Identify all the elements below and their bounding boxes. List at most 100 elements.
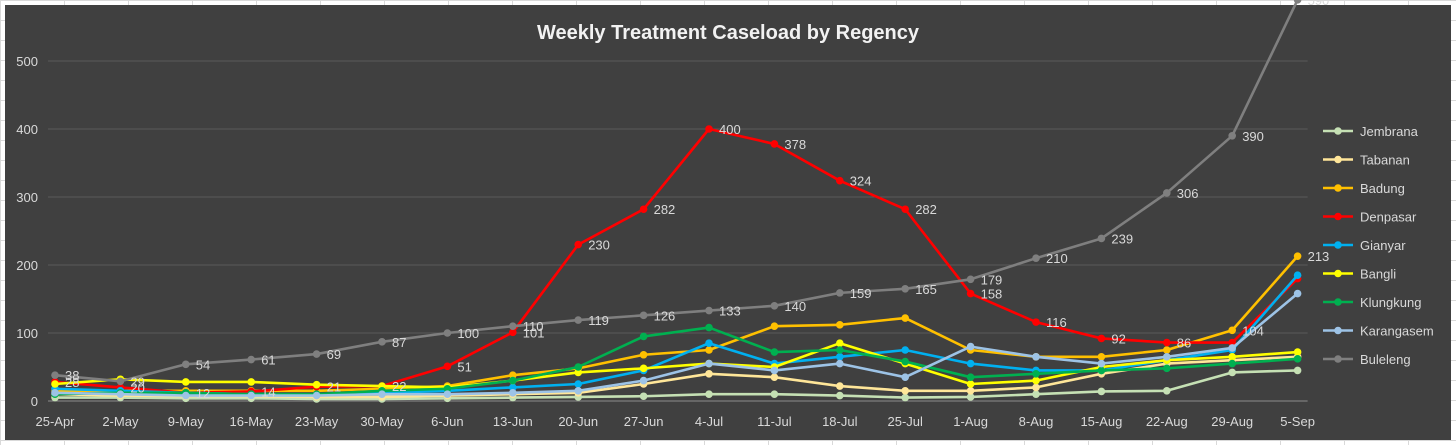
data-point[interactable] bbox=[966, 387, 975, 395]
data-point[interactable] bbox=[1163, 387, 1171, 395]
data-point[interactable] bbox=[770, 390, 779, 399]
data-point[interactable] bbox=[1097, 387, 1106, 396]
legend-item-badung[interactable]: Badung bbox=[1323, 181, 1405, 196]
data-point[interactable] bbox=[1293, 271, 1302, 280]
data-point[interactable] bbox=[901, 285, 909, 293]
data-point[interactable] bbox=[1163, 189, 1171, 197]
data-point[interactable] bbox=[966, 373, 975, 382]
data-point[interactable] bbox=[1228, 338, 1236, 347]
data-point[interactable] bbox=[1032, 318, 1040, 326]
data-point[interactable] bbox=[1293, 348, 1302, 356]
data-point[interactable] bbox=[705, 390, 713, 399]
data-point[interactable] bbox=[1097, 366, 1106, 375]
data-point[interactable] bbox=[901, 346, 909, 354]
data-point[interactable] bbox=[182, 360, 190, 369]
data-point[interactable] bbox=[1032, 254, 1040, 262]
data-point[interactable] bbox=[836, 382, 844, 390]
data-point[interactable] bbox=[705, 370, 713, 378]
data-point[interactable] bbox=[574, 387, 582, 395]
data-point[interactable] bbox=[836, 339, 844, 348]
data-point[interactable] bbox=[247, 378, 255, 386]
data-point[interactable] bbox=[901, 393, 909, 402]
data-point[interactable] bbox=[574, 240, 582, 249]
data-point[interactable] bbox=[966, 342, 975, 351]
data-point[interactable] bbox=[966, 380, 975, 388]
data-point[interactable] bbox=[705, 346, 713, 354]
data-point[interactable] bbox=[901, 373, 909, 382]
data-point[interactable] bbox=[770, 348, 779, 356]
data-point[interactable] bbox=[1228, 326, 1236, 335]
data-point[interactable] bbox=[966, 359, 975, 368]
data-point[interactable] bbox=[901, 314, 909, 322]
data-point[interactable] bbox=[639, 350, 648, 359]
data-point[interactable] bbox=[443, 384, 452, 393]
data-point[interactable] bbox=[770, 366, 779, 375]
data-point[interactable] bbox=[509, 322, 517, 331]
data-point[interactable] bbox=[509, 383, 517, 392]
data-point[interactable] bbox=[1032, 353, 1040, 361]
data-point[interactable] bbox=[182, 391, 190, 400]
data-point[interactable] bbox=[770, 302, 779, 310]
data-point[interactable] bbox=[770, 140, 779, 148]
legend-item-bangli[interactable]: Bangli bbox=[1323, 267, 1396, 282]
data-point[interactable] bbox=[574, 368, 582, 377]
data-point[interactable] bbox=[1097, 353, 1106, 361]
legend-item-tabanan[interactable]: Tabanan bbox=[1323, 153, 1410, 168]
data-point[interactable] bbox=[312, 391, 321, 400]
data-point[interactable] bbox=[509, 328, 517, 337]
data-point[interactable] bbox=[1097, 234, 1106, 243]
data-point[interactable] bbox=[705, 323, 713, 332]
data-point[interactable] bbox=[1163, 338, 1171, 347]
data-point[interactable] bbox=[574, 380, 582, 388]
data-point[interactable] bbox=[1032, 376, 1040, 385]
data-point[interactable] bbox=[1293, 252, 1302, 260]
data-point[interactable] bbox=[1228, 353, 1236, 361]
data-point[interactable] bbox=[1228, 368, 1236, 377]
data-point[interactable] bbox=[51, 371, 59, 379]
data-point[interactable] bbox=[836, 176, 844, 185]
data-point[interactable] bbox=[247, 391, 255, 400]
data-point[interactable] bbox=[1032, 390, 1040, 399]
legend-item-denpasar[interactable]: Denpasar bbox=[1323, 210, 1417, 225]
data-point[interactable] bbox=[1097, 334, 1106, 343]
data-point[interactable] bbox=[443, 362, 452, 371]
data-point[interactable] bbox=[1228, 344, 1236, 352]
data-point[interactable] bbox=[312, 350, 321, 358]
data-point[interactable] bbox=[705, 306, 713, 315]
data-point[interactable] bbox=[312, 380, 321, 389]
data-point[interactable] bbox=[901, 357, 909, 366]
data-point[interactable] bbox=[247, 355, 255, 364]
data-point[interactable] bbox=[836, 353, 844, 361]
data-point[interactable] bbox=[378, 390, 386, 399]
data-point[interactable] bbox=[705, 125, 713, 133]
data-point[interactable] bbox=[509, 389, 517, 397]
legend-item-buleleng[interactable]: Buleleng bbox=[1323, 352, 1411, 367]
data-point[interactable] bbox=[1032, 370, 1040, 378]
data-point[interactable] bbox=[1293, 0, 1302, 4]
data-point[interactable] bbox=[966, 275, 975, 284]
data-point[interactable] bbox=[1163, 353, 1171, 361]
data-point[interactable] bbox=[1293, 289, 1302, 298]
data-point[interactable] bbox=[509, 376, 517, 385]
data-point[interactable] bbox=[443, 329, 452, 337]
data-point[interactable] bbox=[836, 289, 844, 297]
legend-item-gianyar[interactable]: Gianyar bbox=[1323, 238, 1406, 253]
data-point[interactable] bbox=[1163, 346, 1171, 354]
series-buleleng[interactable] bbox=[51, 0, 1302, 386]
data-point[interactable] bbox=[639, 364, 648, 373]
legend-item-klungkung[interactable]: Klungkung bbox=[1323, 295, 1421, 310]
data-point[interactable] bbox=[574, 316, 582, 324]
data-point[interactable] bbox=[1228, 359, 1236, 368]
data-point[interactable] bbox=[770, 322, 779, 331]
data-point[interactable] bbox=[901, 387, 909, 395]
data-point[interactable] bbox=[639, 205, 648, 214]
data-point[interactable] bbox=[639, 332, 648, 341]
data-point[interactable] bbox=[705, 359, 713, 368]
data-point[interactable] bbox=[1293, 355, 1302, 363]
series-karangasem[interactable] bbox=[51, 289, 1302, 400]
data-point[interactable] bbox=[901, 205, 909, 214]
data-point[interactable] bbox=[443, 390, 452, 399]
data-point[interactable] bbox=[639, 311, 648, 320]
legend[interactable]: Jembrana Tabanan Badung Denpasar Gianyar Bang… bbox=[1323, 124, 1434, 367]
